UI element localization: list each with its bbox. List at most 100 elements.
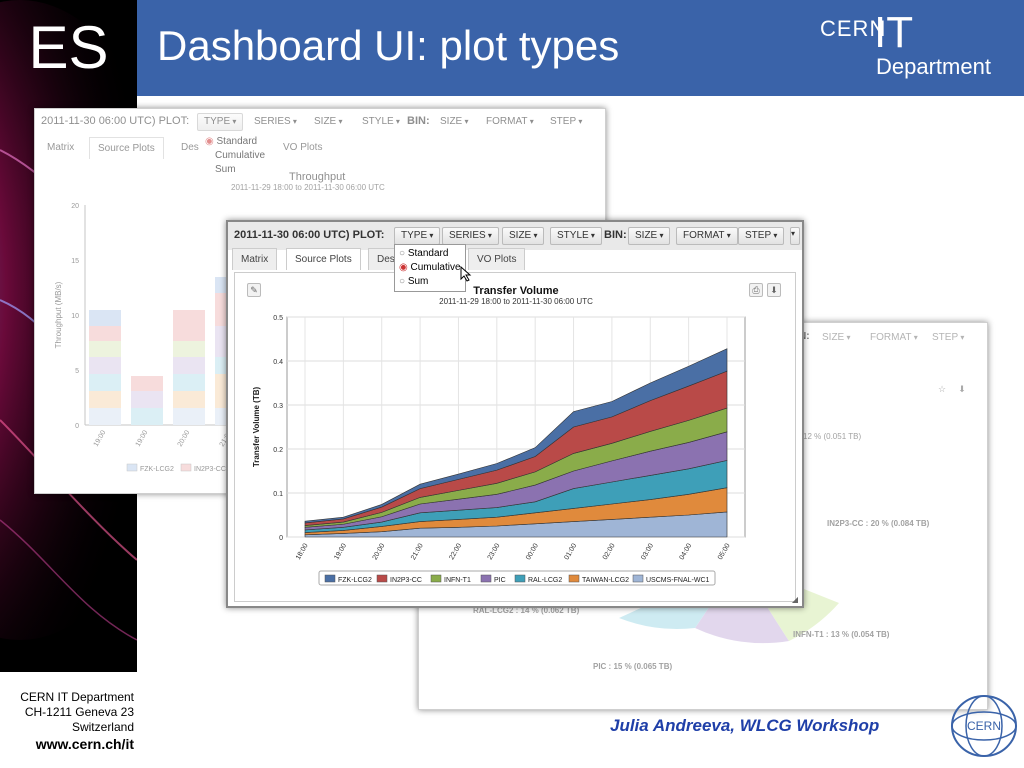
legend-label: RAL-LCG2 — [528, 577, 562, 584]
legend-swatch — [480, 574, 492, 583]
print-icon[interactable]: ⎙ — [749, 283, 763, 297]
back-bar-seg — [173, 357, 205, 374]
back-chart-subtitle: 2011-11-29 18:00 to 2011-11-30 06:00 UTC — [231, 183, 385, 192]
back-bar-seg — [89, 341, 121, 357]
back-option-sum[interactable]: Sum — [215, 164, 236, 175]
back-tab-source-plots[interactable]: Source Plots — [89, 137, 164, 159]
back-series-button[interactable]: SERIES — [247, 113, 304, 131]
front-size-button[interactable]: SIZE — [502, 227, 545, 245]
back-bar-group-1 — [89, 310, 121, 425]
front-series-button[interactable]: SERIES — [442, 227, 499, 245]
header-bar: Dashboard UI: plot types CERN IT Departm… — [137, 0, 1024, 96]
back-toolbar: 2011-11-30 06:00 UTC) PLOT: TYPE SERIES … — [35, 109, 605, 135]
back-bar-seg — [89, 310, 121, 326]
back-tab-vo-plots[interactable]: VO Plots — [283, 142, 323, 153]
back-legend-swatch-in2p3 — [180, 463, 192, 472]
back-bar-seg — [173, 391, 205, 408]
pie-label-in2p3: IN2P3-CC : 20 % (0.084 TB) — [827, 519, 930, 528]
back-ytick-15: 15 — [71, 258, 79, 265]
back-bar-seg — [173, 374, 205, 391]
cern-it-logo: CERN IT Department — [818, 8, 1018, 84]
x-tick-label: 20:00 — [372, 542, 387, 561]
resize-handle-icon[interactable]: ◢ — [791, 595, 799, 604]
front-bin-size-button[interactable]: SIZE — [628, 227, 671, 245]
legend-swatch — [568, 574, 580, 583]
x-tick-label: 22:00 — [448, 542, 463, 561]
x-tick-label: 18:00 — [295, 542, 310, 561]
front-tab-vo-plots[interactable]: VO Plots — [468, 248, 526, 270]
back-bin-size-button[interactable]: SIZE — [433, 113, 475, 131]
front-more-button[interactable] — [790, 227, 800, 245]
back-bar-seg — [173, 408, 205, 425]
transfer-volume-chart: 0 0.1 0.2 0.3 0.4 0.5 18:00 19:00 20:00 21:00 22:0… — [252, 315, 746, 586]
cern-emblem-text: CERN — [967, 719, 1001, 733]
slide-title: Dashboard UI: plot types — [157, 22, 620, 69]
footer-website-link[interactable]: www.cern.ch/it — [35, 736, 134, 752]
es-logo: ES — [28, 14, 109, 81]
department-logo-text: Department — [876, 54, 991, 79]
back-step-button[interactable]: STEP — [543, 113, 589, 131]
back-format-button[interactable]: FORMAT — [479, 113, 541, 131]
front-tab-matrix[interactable]: Matrix — [232, 248, 278, 270]
front-format-button[interactable]: FORMAT — [676, 227, 738, 245]
pie-label-ral: RAL-LCG2 : 14 % (0.062 TB) — [473, 606, 580, 615]
pie-label-infn: INFN-T1 : 13 % (0.054 TB) — [793, 630, 890, 639]
chart-subtitle: 2011-11-29 18:00 to 2011-11-30 06:00 UTC — [439, 297, 593, 306]
pie-format-button[interactable]: FORMAT — [863, 329, 925, 347]
mouse-cursor-icon — [460, 266, 472, 282]
back-tab-matrix[interactable]: Matrix — [47, 142, 75, 153]
back-type-button[interactable]: TYPE — [197, 113, 244, 131]
back-size-button[interactable]: SIZE — [307, 113, 349, 131]
back-option-cumulative[interactable]: Cumulative — [215, 150, 266, 161]
back-bar-seg — [89, 357, 121, 374]
legend-swatch — [632, 574, 644, 583]
back-bar-seg — [89, 391, 121, 408]
front-plot-panel: 2011-11-30 06:00 UTC) PLOT: TYPE SERIES … — [226, 220, 804, 608]
back-legend-fzk: FZK-LCG2 — [140, 466, 174, 473]
footer-line-3: Switzerland — [71, 720, 134, 734]
back-bar-seg — [89, 374, 121, 391]
back-date-label: 2011-11-30 06:00 UTC) PLOT: — [41, 115, 190, 127]
legend-label: IN2P3-CC — [390, 577, 422, 584]
back-style-button[interactable]: STYLE — [355, 113, 407, 131]
x-tick-label: 21:00 — [410, 542, 425, 561]
back-bar-seg — [89, 408, 121, 425]
legend-label: TAIWAN-LCG2 — [582, 577, 629, 584]
legend-label: PIC — [494, 577, 506, 584]
pie-edit-icon[interactable]: ☆ — [937, 384, 947, 394]
pie-label-fzk: 12 % (0.051 TB) — [803, 432, 861, 441]
pie-label-pic: PIC : 15 % (0.065 TB) — [593, 662, 672, 671]
back-ytick-20: 20 — [71, 203, 79, 210]
pie-download-icon[interactable]: ⬇ — [958, 384, 966, 394]
footer-line-2: CH-1211 Geneva 23 — [24, 705, 134, 719]
front-option-cumulative[interactable]: Cumulative — [399, 261, 461, 275]
back-option-standard[interactable]: Standard — [205, 135, 265, 149]
front-tab-source-plots[interactable]: Source Plots — [286, 248, 361, 270]
pie-size-button[interactable]: SIZE — [815, 329, 857, 347]
front-toolbar: 2011-11-30 06:00 UTC) PLOT: TYPE SERIES … — [228, 222, 802, 250]
pie-step-button[interactable]: STEP — [925, 329, 971, 347]
back-xtick: 19:00 — [93, 429, 108, 448]
cern-emblem-icon: CERN — [951, 695, 1017, 757]
y-tick-label: 0.4 — [273, 359, 283, 366]
download-icon[interactable]: ⬇ — [767, 283, 781, 297]
front-bin-label: BIN: — [604, 229, 627, 241]
y-tick-label: 0.5 — [273, 315, 283, 322]
back-bin-label: BIN: — [407, 115, 430, 127]
legend-swatch — [514, 574, 526, 583]
front-option-standard[interactable]: Standard — [399, 247, 461, 261]
legend-swatch — [376, 574, 388, 583]
back-tab-des[interactable]: Des — [181, 142, 199, 153]
front-option-sum[interactable]: Sum — [399, 275, 461, 289]
front-type-button[interactable]: TYPE — [394, 227, 441, 245]
front-style-button[interactable]: STYLE — [550, 227, 602, 245]
y-axis-label: Transfer Volume (TB) — [252, 387, 261, 468]
y-tick-label: 0.2 — [273, 447, 283, 454]
x-tick-label: 05:00 — [717, 542, 732, 561]
area-fzk-lcg2 — [304, 348, 728, 524]
y-tick-label: 0.3 — [273, 403, 283, 410]
front-step-button[interactable]: STEP — [738, 227, 785, 245]
footer-line-1: CERN IT Department — [20, 690, 134, 704]
edit-pencil-icon[interactable]: ✎ — [247, 283, 261, 297]
